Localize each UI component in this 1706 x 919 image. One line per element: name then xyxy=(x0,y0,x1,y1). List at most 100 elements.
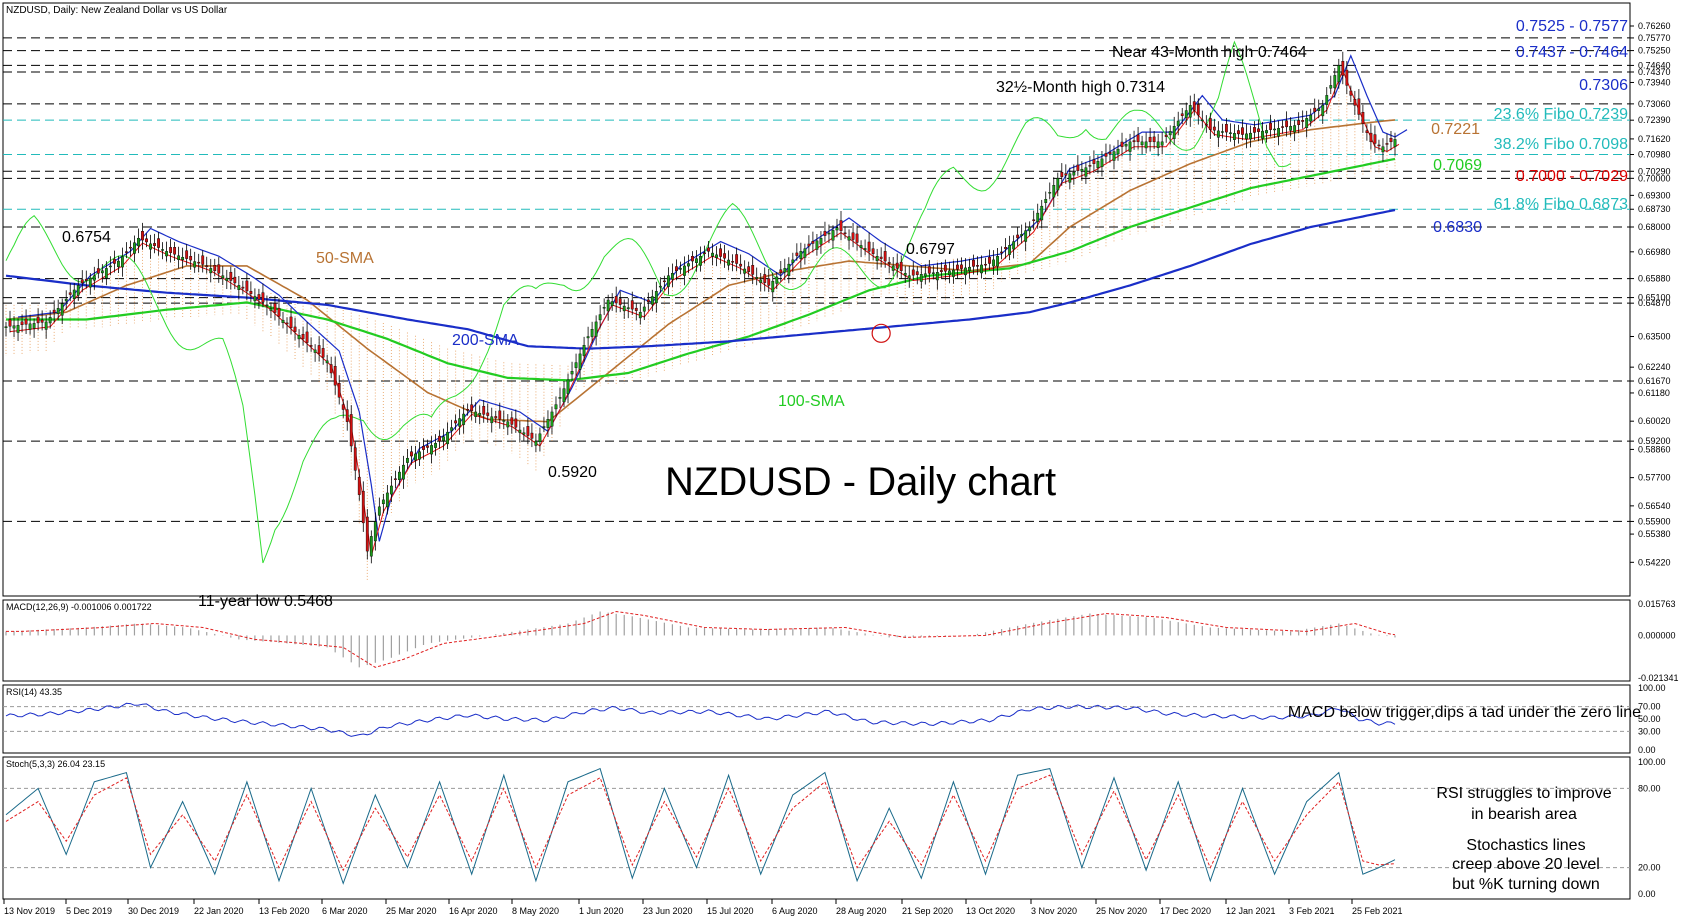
candle-body-155 xyxy=(626,307,630,310)
candle-body-173 xyxy=(699,256,702,266)
candle-body-316 xyxy=(1273,128,1276,131)
candle-body-331 xyxy=(1333,75,1337,89)
price-tick-label-18: 0.64870 xyxy=(1638,298,1671,308)
candle-body-335 xyxy=(1349,90,1353,96)
candle-body-310 xyxy=(1249,132,1252,140)
sma100-line xyxy=(6,157,1396,382)
candle-body-219 xyxy=(883,251,887,262)
candle-body-293 xyxy=(1180,113,1184,116)
candle-body-104 xyxy=(422,445,425,450)
level-label-0-7437: 0.7437 - 0.7464 xyxy=(1516,44,1628,61)
candle-body-24 xyxy=(100,270,104,274)
candle-body-307 xyxy=(1237,130,1240,135)
candle-body-183 xyxy=(739,263,743,267)
candle-body-309 xyxy=(1245,133,1248,140)
candle-body-284 xyxy=(1144,141,1148,149)
candle-body-321 xyxy=(1293,125,1297,133)
candle-body-213 xyxy=(859,245,863,249)
candle-body-339 xyxy=(1365,130,1369,133)
candle-body-60 xyxy=(245,280,249,292)
candle-body-47 xyxy=(193,261,197,268)
stoch-tick-label-2: 20.00 xyxy=(1638,863,1661,873)
candle-body-176 xyxy=(711,252,714,257)
price-tick-label-2: 0.75250 xyxy=(1638,46,1671,56)
candle-body-124 xyxy=(502,420,506,422)
candle-body-85 xyxy=(345,409,349,422)
candle-body-132 xyxy=(534,440,538,446)
candle-body-280 xyxy=(1128,141,1132,152)
candle-body-144 xyxy=(582,344,586,356)
candle-body-255 xyxy=(1028,226,1032,232)
candle-body-0 xyxy=(4,326,8,328)
candle-body-115 xyxy=(466,408,470,411)
candle-body-26 xyxy=(108,265,112,268)
candle-body-262 xyxy=(1056,178,1060,191)
candle-body-290 xyxy=(1168,131,1172,136)
candle-body-341 xyxy=(1373,134,1377,144)
candle-body-116 xyxy=(470,404,474,411)
candle-body-121 xyxy=(490,416,494,424)
candle-body-98 xyxy=(398,471,401,480)
candle-body-289 xyxy=(1164,134,1168,137)
candle-body-2 xyxy=(12,325,16,329)
macd-panel: 0.015763 0.000000 -0.021341 xyxy=(5,599,1679,683)
candle-body-202 xyxy=(815,240,819,250)
candle-body-145 xyxy=(586,336,590,339)
date-tick-label-7: 16 Apr 2020 xyxy=(449,906,498,916)
candle-body-169 xyxy=(683,265,686,276)
candle-body-5 xyxy=(24,318,28,325)
stoch-d-line xyxy=(5,774,1396,872)
date-axis-labels: 13 Nov 2019 5 Dec 2019 30 Dec 2019 22 Jan 2… xyxy=(3,899,1403,916)
candle-body-282 xyxy=(1136,134,1140,143)
candle-body-336 xyxy=(1353,99,1357,106)
candle-body-231 xyxy=(931,272,935,274)
candle-body-256 xyxy=(1032,219,1036,221)
candle-body-325 xyxy=(1309,114,1313,122)
price-tick-label-19: 0.63500 xyxy=(1638,332,1671,342)
sma50-line xyxy=(5,119,1396,423)
rsi-tick-label-3: 30.00 xyxy=(1638,726,1661,736)
candle-body-292 xyxy=(1176,120,1180,127)
candle-body-192 xyxy=(775,276,779,284)
annotation-11-year-low: 11-year low 0.5468 xyxy=(198,593,333,610)
candle-body-6 xyxy=(28,323,32,330)
candle-body-177 xyxy=(715,254,718,258)
candle-body-170 xyxy=(687,263,690,267)
level-label-fibo-61-8: 61.8% Fibo 0.6873 xyxy=(1494,196,1628,213)
candle-body-185 xyxy=(747,266,751,272)
candle-body-232 xyxy=(935,272,939,281)
candle-body-320 xyxy=(1289,125,1293,131)
candle-body-189 xyxy=(763,274,767,283)
candle-body-317 xyxy=(1277,128,1280,137)
price-tick-label-0: 0.76260 xyxy=(1638,21,1671,31)
macd-annotation: MACD below trigger,dips a tad under the … xyxy=(1288,704,1641,721)
candle-body-343 xyxy=(1381,146,1385,153)
rsi-header: RSI(14) 43.35 xyxy=(6,687,62,697)
candle-body-122 xyxy=(494,416,498,419)
candle-body-148 xyxy=(598,314,602,321)
candle-body-65 xyxy=(265,304,269,307)
date-tick-label-15: 13 Oct 2020 xyxy=(966,906,1015,916)
date-tick-label-14: 21 Sep 2020 xyxy=(902,906,953,916)
candle-body-52 xyxy=(213,265,217,272)
candle-body-318 xyxy=(1281,126,1284,128)
date-tick-label-13: 28 Aug 2020 xyxy=(836,906,887,916)
candle-body-302 xyxy=(1216,130,1220,138)
price-tick-label-3: 0.74640 xyxy=(1638,60,1671,70)
rsi-tick-label-0: 100.00 xyxy=(1638,683,1666,693)
candle-body-249 xyxy=(1004,247,1008,250)
candle-body-101 xyxy=(410,451,413,457)
candle-body-153 xyxy=(618,298,622,305)
candle-body-25 xyxy=(104,268,108,279)
candle-body-84 xyxy=(341,404,345,410)
candle-body-142 xyxy=(574,362,578,368)
candle-body-17 xyxy=(72,289,76,300)
candle-body-247 xyxy=(996,256,999,267)
candle-body-291 xyxy=(1172,125,1176,139)
candle-body-253 xyxy=(1020,234,1024,237)
candle-body-129 xyxy=(522,432,526,435)
candle-body-279 xyxy=(1124,144,1128,147)
date-tick-label-5: 6 Mar 2020 xyxy=(322,906,368,916)
candle-body-162 xyxy=(654,291,658,304)
candle-body-204 xyxy=(823,231,827,236)
